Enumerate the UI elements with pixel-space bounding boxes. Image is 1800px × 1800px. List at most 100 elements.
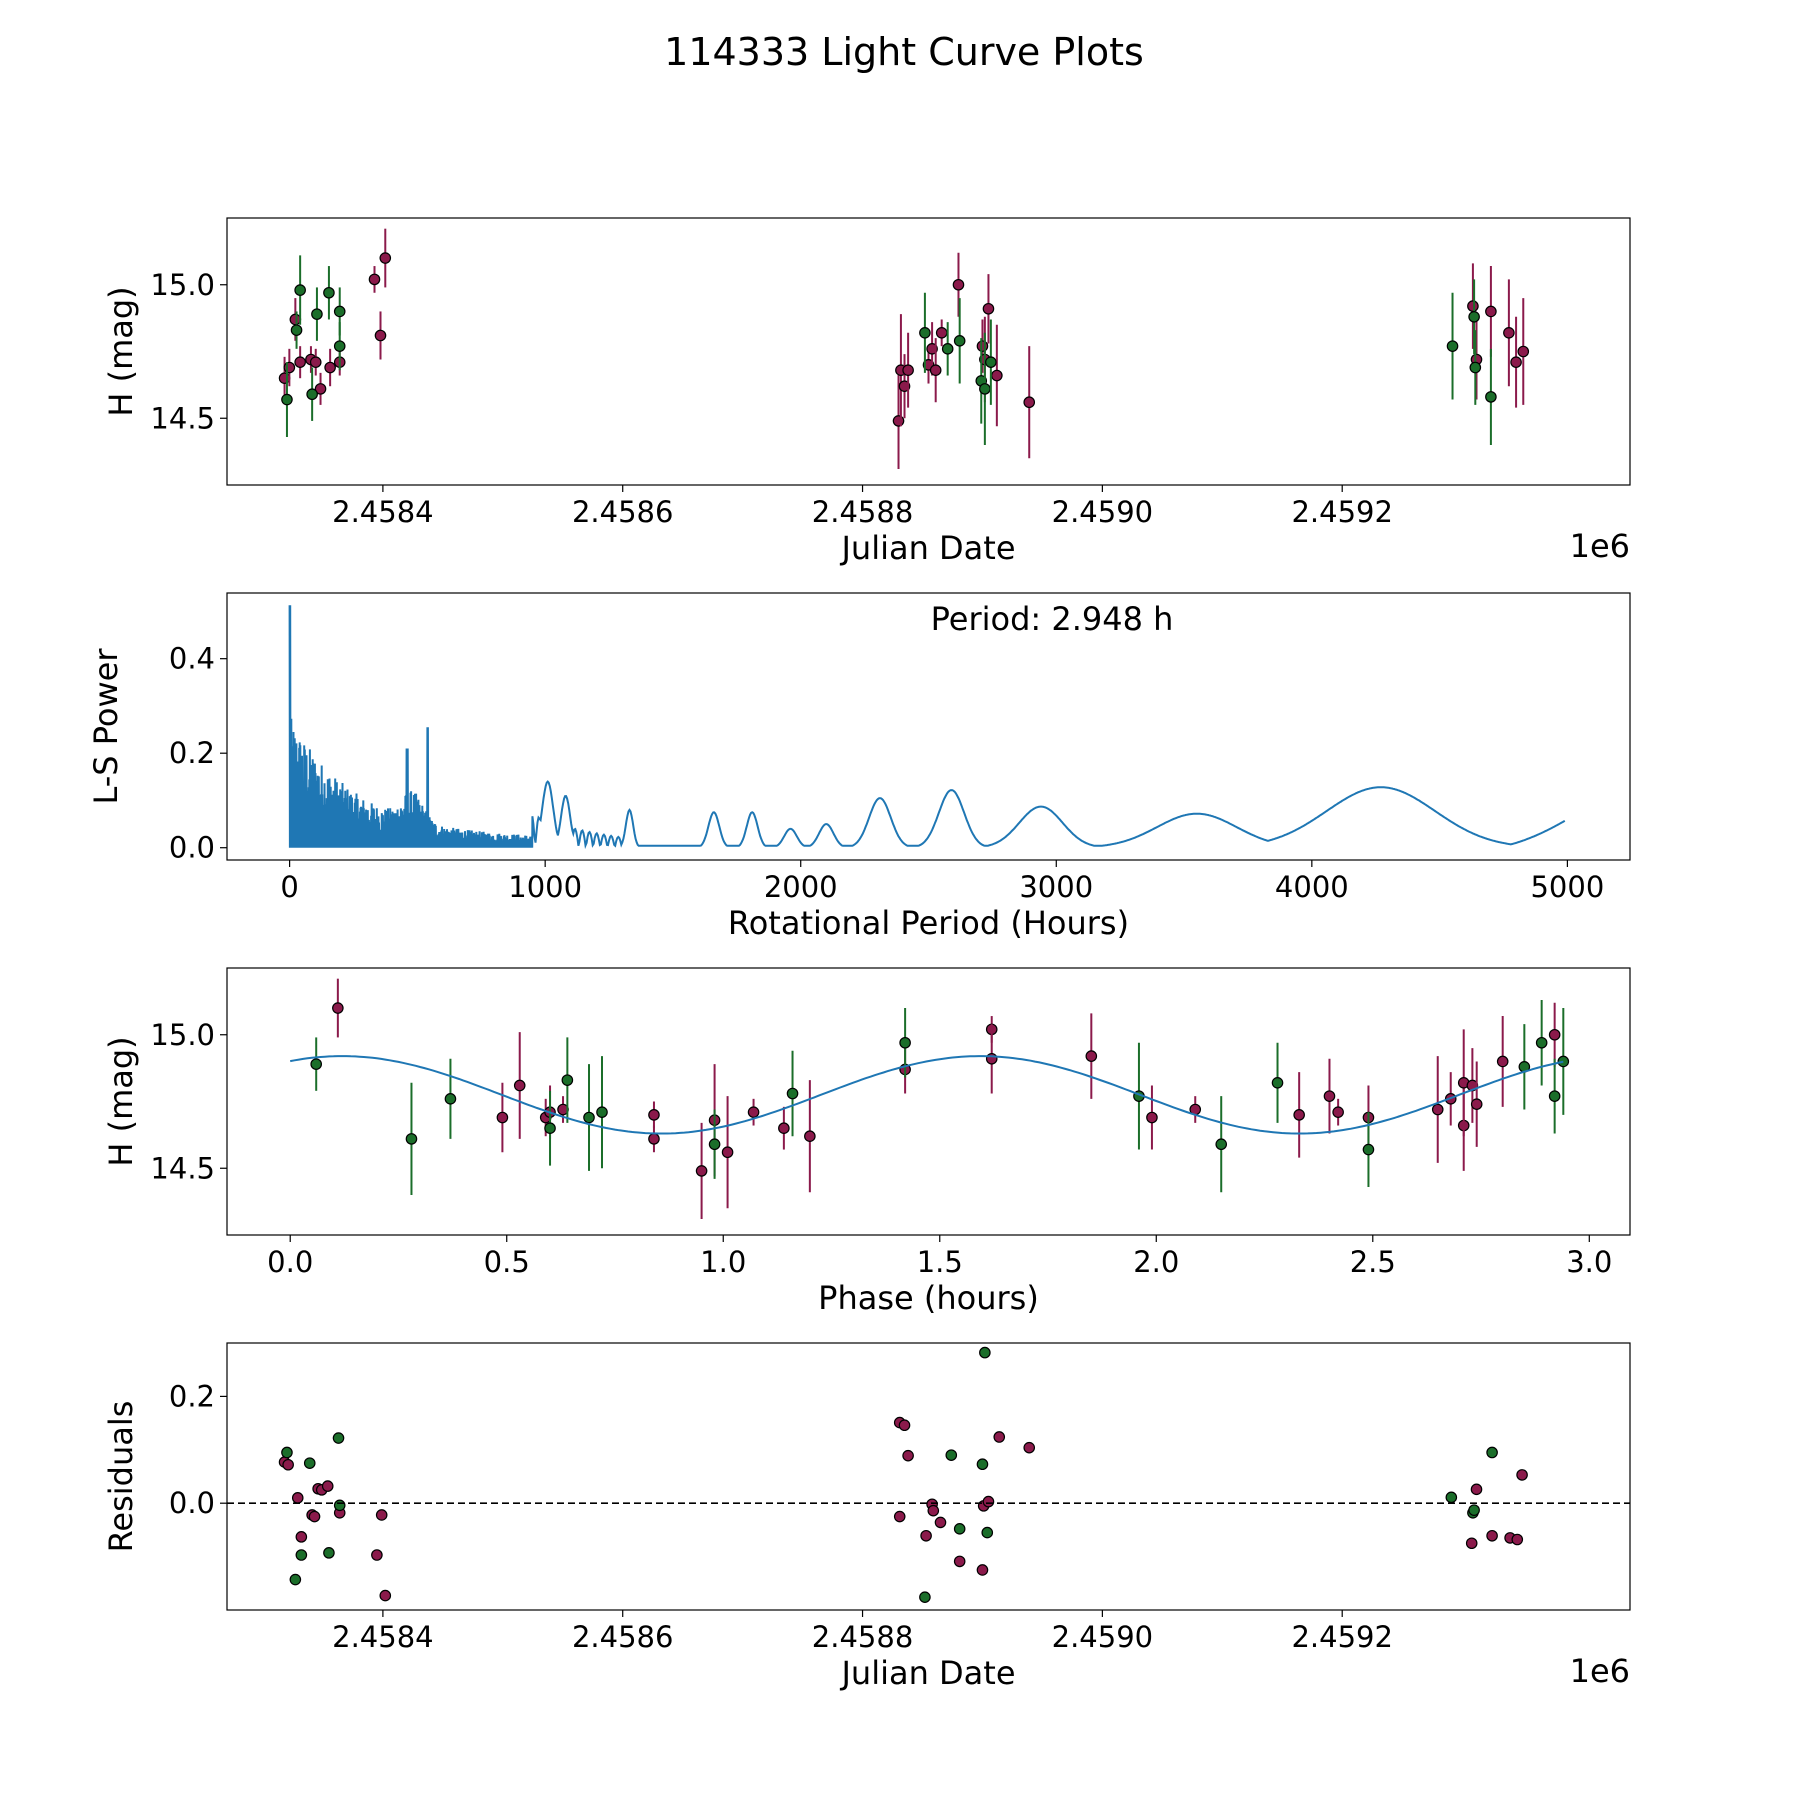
phase-fold-xtick-label: 1.5 <box>917 1245 963 1279</box>
data-point <box>283 361 296 374</box>
data-point <box>1517 345 1530 358</box>
data-point <box>1469 361 1482 374</box>
light-curve-series-filter-a <box>278 228 1530 469</box>
phase-fold-xtick-label: 0.0 <box>267 1245 313 1279</box>
data-point <box>1486 1529 1498 1542</box>
residuals-series-filter-a <box>278 1416 1528 1602</box>
data-point <box>295 1531 308 1543</box>
data-point <box>1470 1098 1483 1110</box>
panel-periodogram: 0 1000 2000 3000 4000 5000 0.0 0.2 0.4 Rotational… <box>87 592 1631 942</box>
panels: 2.4584 2.4586 2.4588 2.4590 2.4592 14.5 15.0 Ju… <box>87 217 1631 1692</box>
data-point <box>289 313 302 326</box>
data-point <box>324 361 336 374</box>
data-point <box>1085 1050 1098 1062</box>
phase-fold-xlabel: Phase (hours) <box>818 1279 1039 1317</box>
data-point <box>953 1555 966 1568</box>
data-point <box>332 1432 345 1444</box>
data-point <box>281 393 293 406</box>
data-point <box>1445 1491 1458 1504</box>
light-curve-frame <box>226 217 1631 486</box>
phase-fold-xtick-label: 0.5 <box>484 1245 530 1279</box>
data-point <box>306 388 318 401</box>
phase-fold-ytick-label: 14.5 <box>150 1151 215 1185</box>
periodogram-ytick-label: 0.0 <box>169 831 215 865</box>
residuals-ylabel: Residuals <box>102 1401 140 1553</box>
data-point <box>1023 396 1036 409</box>
data-point <box>979 1346 991 1359</box>
data-point <box>1548 1028 1561 1041</box>
data-point <box>282 1458 294 1471</box>
data-point <box>721 1146 734 1159</box>
data-point <box>309 356 322 368</box>
data-point <box>1446 340 1459 352</box>
data-point <box>1485 305 1497 318</box>
data-point <box>374 329 387 342</box>
data-point <box>496 1111 509 1124</box>
phase-fold-xtick-label: 1.0 <box>700 1245 746 1279</box>
light-curve-xlabel: Julian Date <box>839 529 1015 567</box>
phase-fold-ylabel: H (mag) <box>102 1036 140 1166</box>
data-point <box>898 1419 911 1432</box>
data-point <box>920 1529 932 1542</box>
periodogram-frame <box>226 592 1631 861</box>
data-point <box>1362 1143 1375 1156</box>
light-curve-ytick-label: 14.5 <box>150 401 215 435</box>
residuals-xtick-label: 2.4588 <box>812 1620 913 1654</box>
data-point <box>333 340 346 352</box>
data-point <box>786 1087 799 1100</box>
data-point <box>902 364 914 376</box>
light-curve-xtick-label: 2.4584 <box>332 495 433 529</box>
data-point <box>1332 1106 1344 1118</box>
model-curve <box>290 1055 1564 1135</box>
data-point <box>941 343 954 355</box>
data-point <box>1215 1138 1228 1151</box>
period-annotation: Period: 2.948 h <box>931 600 1174 638</box>
light-curve-xtick-label: 2.4592 <box>1291 495 1392 529</box>
panel-residuals: 2.4584 2.4586 2.4588 2.4590 2.4592 0.0 0.2 Juli… <box>102 1342 1631 1692</box>
data-point <box>919 327 931 339</box>
periodogram-ylabel: L-S Power <box>87 648 125 805</box>
periodogram-xtick-label: 0 <box>280 870 298 904</box>
data-point <box>1510 356 1522 368</box>
data-point <box>289 1573 302 1586</box>
data-point <box>1557 1055 1570 1068</box>
data-point <box>976 1564 989 1576</box>
data-point <box>1271 1077 1284 1089</box>
data-point <box>294 356 306 368</box>
data-point <box>321 1480 334 1492</box>
phase-fold-ytick-label: 15.0 <box>150 1018 215 1052</box>
phase-fold-series-filter-b <box>310 1000 1570 1195</box>
residuals-xtick-label: 2.4586 <box>572 1620 673 1654</box>
panel-light-curve: 2.4584 2.4586 2.4588 2.4590 2.4592 14.5 15.0 Ju… <box>102 217 1631 567</box>
residuals-series-filter-b <box>281 1346 1498 1603</box>
data-point <box>778 1122 790 1134</box>
data-point <box>278 372 291 384</box>
data-point <box>902 1449 914 1462</box>
residuals-ytick-label: 0.0 <box>169 1486 215 1520</box>
data-point <box>371 1549 383 1561</box>
data-point <box>291 1492 304 1504</box>
data-point <box>899 1036 911 1049</box>
phase-fold-frame <box>226 967 1631 1236</box>
data-point <box>985 356 997 368</box>
data-point <box>333 1499 346 1512</box>
data-point <box>1535 1036 1548 1049</box>
light-curve-xtick-label: 2.4590 <box>1052 495 1153 529</box>
data-point <box>953 1523 966 1535</box>
data-point <box>919 1591 931 1603</box>
light-curve-series-filter-b <box>281 255 1497 445</box>
data-point <box>544 1122 556 1134</box>
data-point <box>935 327 948 339</box>
data-point <box>303 1457 316 1469</box>
light-curve-offset-label: 1e6 <box>1570 527 1630 565</box>
phase-fold-xtick-label: 3.0 <box>1566 1245 1612 1279</box>
data-point <box>308 1510 321 1523</box>
data-point <box>290 324 303 336</box>
data-point <box>332 1002 344 1014</box>
data-point <box>375 1509 388 1521</box>
residuals-xtick-label: 2.4584 <box>332 1620 433 1654</box>
periodogram-xtick-label: 4000 <box>1275 870 1349 904</box>
data-point <box>985 1052 998 1065</box>
data-point <box>583 1111 595 1124</box>
data-point <box>929 364 942 376</box>
